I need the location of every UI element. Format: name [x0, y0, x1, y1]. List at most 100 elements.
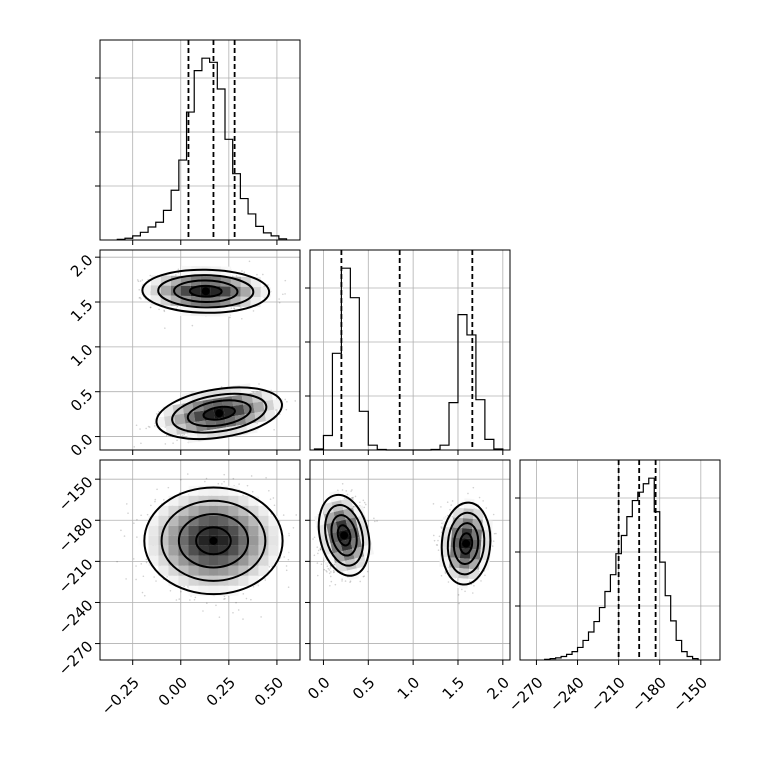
marginal-panel-p1 — [305, 249, 511, 451]
scatter-point — [193, 598, 196, 601]
scatter-point — [138, 297, 141, 299]
scatter-point — [233, 308, 236, 310]
density-cell — [268, 535, 279, 546]
scatter-point — [248, 260, 251, 263]
scatter-point — [267, 284, 269, 286]
density-cell — [178, 525, 189, 536]
scatter-point — [345, 490, 348, 492]
scatter-point — [354, 495, 357, 498]
scatter-point — [362, 499, 365, 502]
contour-line — [141, 268, 271, 314]
density-cell — [168, 495, 179, 506]
density-cell — [248, 535, 259, 546]
scatter-point — [233, 307, 235, 309]
scatter-point — [223, 473, 226, 476]
density-cell — [168, 575, 179, 586]
scatter-point — [350, 490, 352, 492]
marginal-p2-frame — [519, 459, 721, 661]
density-cell — [188, 585, 199, 596]
density-cell — [188, 495, 199, 506]
density-cell — [208, 505, 219, 516]
density-cell — [198, 565, 209, 576]
density-cell — [248, 515, 259, 526]
density-cell — [248, 575, 259, 586]
scatter-point — [137, 280, 140, 283]
scatter-point — [127, 512, 129, 514]
density-cell — [238, 555, 249, 566]
scatter-point — [268, 566, 271, 568]
density-cell — [248, 495, 259, 506]
density-cell — [228, 495, 239, 506]
scatter-point — [135, 424, 138, 427]
scatter-point — [140, 442, 142, 445]
scatter-point — [215, 604, 217, 607]
contour-line — [188, 284, 223, 298]
joint-p0-p1-panel — [99, 249, 301, 451]
density-cell — [158, 565, 169, 576]
scatter-point — [260, 616, 262, 618]
density-cell — [218, 555, 229, 566]
scatter-point — [323, 568, 326, 571]
contour-line — [202, 405, 236, 421]
density-cell — [248, 555, 259, 566]
scatter-point — [317, 549, 320, 552]
scatter-point — [363, 506, 366, 509]
scatter-point — [230, 307, 233, 310]
scatter-point — [238, 483, 240, 485]
scatter-point — [256, 273, 258, 276]
scatter-point — [319, 548, 322, 550]
density-cell — [221, 396, 234, 408]
scatter-point — [140, 563, 143, 565]
scatter-point — [284, 293, 286, 295]
scatter-point — [334, 583, 337, 586]
scatter-point — [204, 480, 206, 483]
density-cell — [228, 515, 239, 526]
scatter-point — [273, 428, 275, 431]
scatter-point — [461, 588, 463, 591]
density-cell — [228, 575, 239, 586]
scatter-point — [364, 503, 367, 506]
density-cell — [238, 525, 249, 536]
density-cell — [168, 535, 179, 546]
scatter-point — [164, 443, 167, 445]
scatter-point — [133, 522, 135, 524]
density-cell — [178, 575, 189, 586]
scatter-point — [444, 572, 447, 575]
scatter-point — [326, 570, 328, 573]
scatter-point — [153, 425, 156, 427]
density-cell — [218, 565, 229, 576]
density-cell — [258, 565, 269, 576]
density-cell — [158, 515, 169, 526]
scatter-point — [285, 408, 288, 411]
scatter-point — [223, 595, 226, 598]
scatter-point — [149, 306, 152, 309]
scatter-point — [145, 558, 148, 561]
scatter-point — [223, 598, 225, 600]
scatter-point — [374, 520, 376, 523]
density-cell — [248, 565, 259, 576]
density-cell — [188, 555, 199, 566]
density-cell — [138, 525, 149, 536]
scatter-point — [258, 383, 260, 385]
scatter-point — [139, 280, 142, 282]
density-cell — [278, 545, 289, 556]
scatter-point — [176, 439, 178, 442]
density-cell — [198, 555, 209, 566]
scatter-point — [148, 426, 151, 428]
joint-p1-p2-inner — [312, 482, 497, 605]
scatter-point — [135, 565, 137, 567]
scatter-point — [438, 535, 441, 538]
scatter-point — [278, 298, 280, 300]
density-cell — [228, 585, 239, 596]
scatter-point — [164, 327, 166, 329]
scatter-point — [332, 569, 335, 572]
scatter-point — [175, 274, 177, 276]
density-cell — [211, 266, 222, 277]
scatter-point — [242, 494, 244, 497]
density-cell — [188, 525, 199, 536]
scatter-point — [139, 296, 141, 299]
marginal-grid-p2 — [520, 460, 720, 660]
scatter-point — [333, 571, 335, 574]
density-cell — [248, 545, 259, 556]
contour-line — [155, 386, 283, 441]
